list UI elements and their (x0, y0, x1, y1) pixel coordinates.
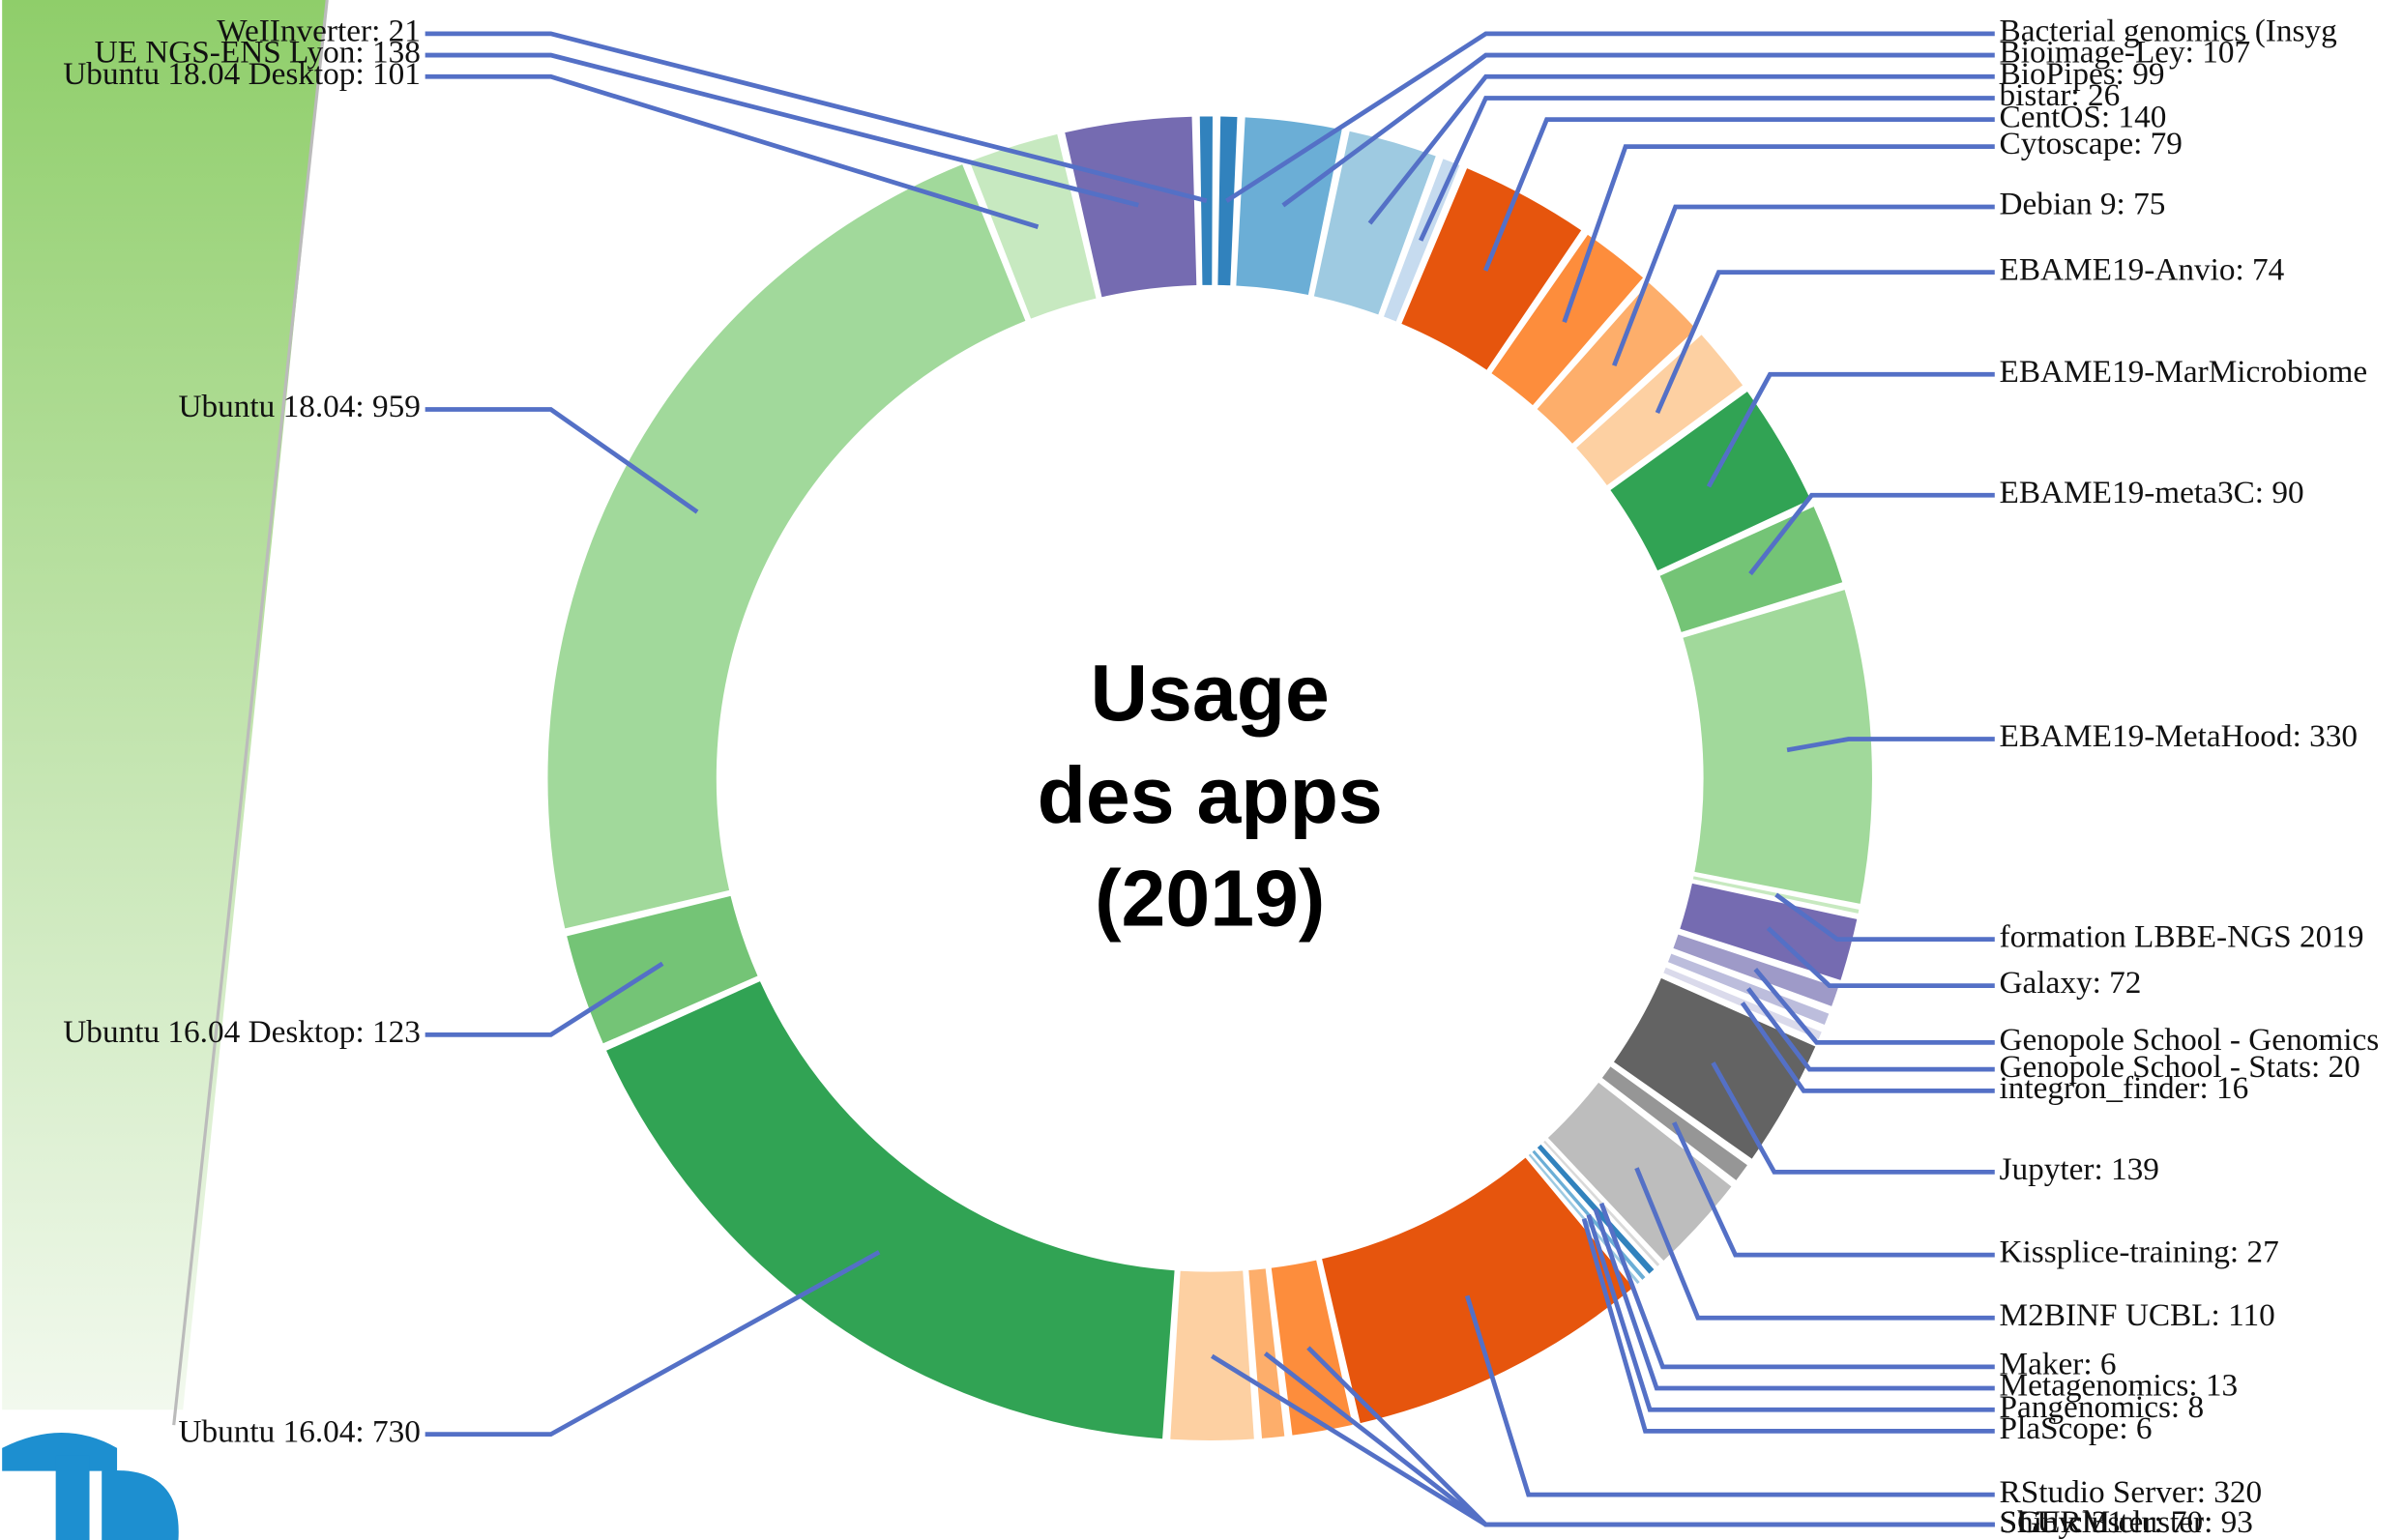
slide-background (2, 0, 328, 1410)
leader-line (1711, 1061, 1995, 1175)
slice (567, 895, 758, 1044)
leader-line (1367, 73, 1995, 225)
leader-line (425, 52, 1139, 208)
slice-label: Cytoscape: 79 (2000, 126, 2183, 161)
leader-line (1706, 371, 1995, 488)
title-line: Usage (1091, 649, 1330, 738)
slice-label: bistar: 26 (2000, 77, 2121, 113)
slice-label: EBAME19-Anvio: 74 (2000, 251, 2285, 287)
slice-label: formation LBBE-NGS 2019 (2000, 918, 2364, 954)
slice-label: SGE cluster: 70 (2000, 1504, 2204, 1540)
logo (2, 1433, 179, 1540)
slice-label: EBAME19-MarMicrobiome (2000, 354, 2368, 390)
slice-label: EBAME19-meta3C: 90 (2000, 475, 2304, 510)
slice-label: EBAME19-MetaHood: 330 (2000, 718, 2359, 754)
slice (1322, 1157, 1634, 1424)
slice (1271, 1260, 1353, 1436)
slice-label: integron_finder: 16 (2000, 1070, 2249, 1106)
leader-line (1740, 1002, 1995, 1093)
leader-line (425, 961, 664, 1037)
slice-label: RStudio Server: 320 (2000, 1474, 2263, 1510)
leader-line (1774, 892, 1995, 942)
slice-label: Genopole School - Stats: 20 (2000, 1049, 2360, 1085)
leader-line (1593, 1207, 1995, 1391)
slice-label: UE NGS-ENS Lyon: 138 (95, 35, 421, 71)
slice-label: Bacterial genomics (Insyg (2000, 14, 2337, 49)
slice-label: PlaScope: 6 (2000, 1410, 2153, 1446)
leader-line (1634, 1167, 1995, 1321)
leader-line (1419, 96, 1995, 242)
leader-line (1612, 204, 1995, 367)
slice-label: Shiny: 31 (2000, 1504, 2124, 1540)
slice-label: Jupyter: 139 (2000, 1151, 2159, 1187)
slice (1170, 1270, 1254, 1440)
slice-label: Pangenomics: 8 (2000, 1389, 2205, 1425)
slice-label: CentOS: 140 (2000, 99, 2167, 134)
leader-line (1766, 926, 1995, 988)
leader-line (1748, 492, 1995, 576)
slice-label: Debian 9: 75 (2000, 187, 2166, 222)
slice (1401, 168, 1582, 370)
leader-line (1586, 1213, 1995, 1412)
slice-label: Ubuntu 16.04 Desktop: 123 (63, 1014, 421, 1050)
slice (547, 164, 1026, 929)
slice-label: Genopole School - Genomics (2000, 1022, 2380, 1058)
title-line: des apps (1038, 751, 1383, 840)
slice (606, 981, 1175, 1439)
leader-line (1786, 737, 1995, 753)
leader-line (425, 407, 699, 514)
slice-label: WeIInverter: 21 (217, 14, 421, 49)
leader-line (1753, 968, 1995, 1045)
leader-line (1281, 52, 1995, 208)
slice-label: Ubuntu 18.04 Desktop: 101 (63, 56, 421, 92)
leader-line (1581, 1218, 1995, 1434)
leader-line (425, 73, 1040, 229)
slice (1680, 883, 1858, 980)
slice (1683, 590, 1872, 904)
slice-label: Ubuntu 16.04: 730 (178, 1413, 420, 1449)
title-line: (2019) (1095, 854, 1325, 943)
slice-label: Ubuntu 18.04: 959 (178, 389, 420, 424)
leader-line (1562, 144, 1995, 323)
slice-label: Maker: 6 (2000, 1346, 2117, 1381)
slice-label: Galaxy: 72 (2000, 965, 2142, 1001)
slice-label: BioPipes: 99 (2000, 56, 2165, 92)
leader-line (425, 1250, 881, 1438)
slice-label: Bioimage-Ley: 107 (2000, 35, 2251, 71)
slice-label: M2BINF UCBL: 110 (2000, 1297, 2275, 1333)
leader-line (1745, 987, 1995, 1072)
slice-label: Kissplice-training: 27 (2000, 1235, 2279, 1270)
slide-edge (172, 0, 329, 1426)
slice-label: Metagenomics: 13 (2000, 1368, 2239, 1404)
leader-line (1225, 31, 1995, 203)
slice (1065, 116, 1197, 298)
slice-label: SLURM cluster: 93 (2000, 1504, 2253, 1540)
leader-line (425, 31, 1208, 203)
leader-line (1598, 1202, 1995, 1370)
leader-line (1672, 1121, 1995, 1258)
leader-line (1211, 1353, 1995, 1527)
slice (1236, 117, 1342, 296)
leader-line (1482, 117, 1995, 272)
leader-line (1464, 1294, 1995, 1497)
leader-line (1655, 270, 1995, 415)
